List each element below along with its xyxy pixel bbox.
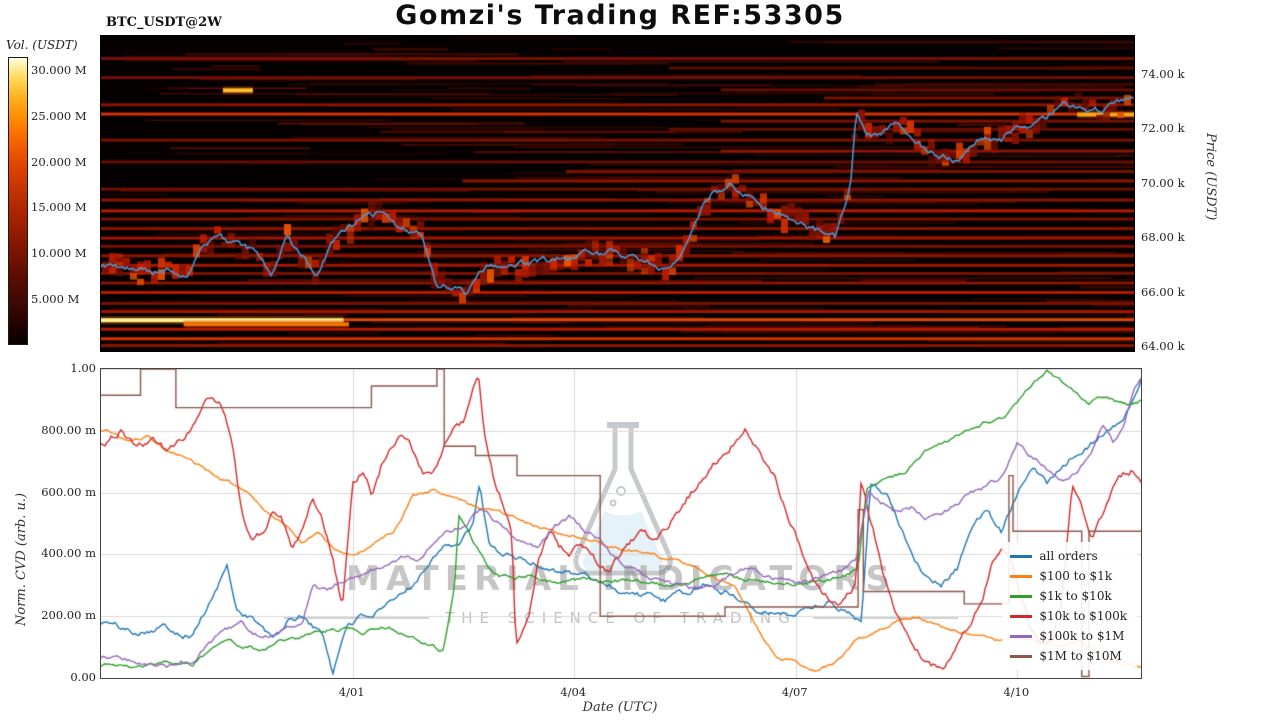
cvd-chart-canvas xyxy=(101,369,1141,678)
colorbar-tick-5: 5.000 M xyxy=(31,292,80,307)
cvd-ytick-3: 400.00 m xyxy=(41,546,96,561)
cvd-panel: MATERIAL INDICATORS THE SCIENCE OF TRADI… xyxy=(100,368,1142,679)
legend-swatch-icon xyxy=(1010,594,1033,598)
legend-swatch-icon xyxy=(1010,614,1033,618)
legend-item-3: $10k to $100k xyxy=(1010,606,1127,626)
cvd-ytick-5: 0.00 xyxy=(70,670,96,684)
legend-label: all orders xyxy=(1039,549,1098,563)
page-title: Gomzi's Trading REF:53305 xyxy=(395,0,845,31)
legend-item-0: all orders xyxy=(1010,546,1127,566)
colorbar-tick-0: 30.000 M xyxy=(31,62,87,77)
colorbar-tick-1: 25.000 M xyxy=(31,108,87,123)
cvd-ytick-0: 1.00 xyxy=(70,361,96,375)
price-tick-2: 70.00 k xyxy=(1141,175,1185,190)
price-heatmap-panel xyxy=(100,35,1135,352)
legend-item-1: $100 to $1k xyxy=(1010,566,1127,586)
colorbar-tick-4: 10.000 M xyxy=(31,246,87,261)
price-axis-label: Price (USDT) xyxy=(1203,133,1218,221)
colorbar-tick-2: 20.000 M xyxy=(31,154,87,169)
cvd-axis-label: Norm. CVD (arb. u.) xyxy=(14,492,29,626)
date-tick-1: 4/04 xyxy=(560,685,587,699)
legend-label: $100 to $1k xyxy=(1039,569,1113,583)
date-tick-3: 4/10 xyxy=(1003,685,1030,699)
legend-label: $100k to $1M xyxy=(1039,629,1125,643)
price-tick-5: 64.00 k xyxy=(1141,338,1185,353)
legend-swatch-icon xyxy=(1010,554,1033,558)
volume-colorbar xyxy=(8,57,28,345)
legend: all orders $100 to $1k $1k to $10k $10k to … xyxy=(1002,542,1137,670)
colorbar-label: Vol. (USDT) xyxy=(6,38,78,52)
price-tick-4: 66.00 k xyxy=(1141,284,1185,299)
date-tick-2: 4/07 xyxy=(781,685,808,699)
legend-swatch-icon xyxy=(1010,634,1033,638)
legend-item-2: $1k to $10k xyxy=(1010,586,1127,606)
price-tick-1: 72.00 k xyxy=(1141,121,1185,136)
legend-label: $1M to $10M xyxy=(1039,649,1122,663)
heatmap-canvas xyxy=(101,36,1134,351)
cvd-ytick-2: 600.00 m xyxy=(41,484,96,499)
date-tick-0: 4/01 xyxy=(338,685,365,699)
cvd-ytick-1: 800.00 m xyxy=(41,422,96,437)
legend-item-5: $1M to $10M xyxy=(1010,646,1127,666)
legend-swatch-icon xyxy=(1010,574,1033,578)
colorbar-tick-3: 15.000 M xyxy=(31,200,87,215)
legend-label: $1k to $10k xyxy=(1039,589,1112,603)
date-axis-label: Date (UTC) xyxy=(582,700,658,715)
price-tick-0: 74.00 k xyxy=(1141,66,1185,81)
legend-swatch-icon xyxy=(1010,654,1033,658)
cvd-ytick-4: 200.00 m xyxy=(41,608,96,623)
symbol-label: BTC_USDT@2W xyxy=(106,15,222,30)
legend-item-4: $100k to $1M xyxy=(1010,626,1127,646)
legend-label: $10k to $100k xyxy=(1039,609,1127,623)
price-tick-3: 68.00 k xyxy=(1141,230,1185,245)
